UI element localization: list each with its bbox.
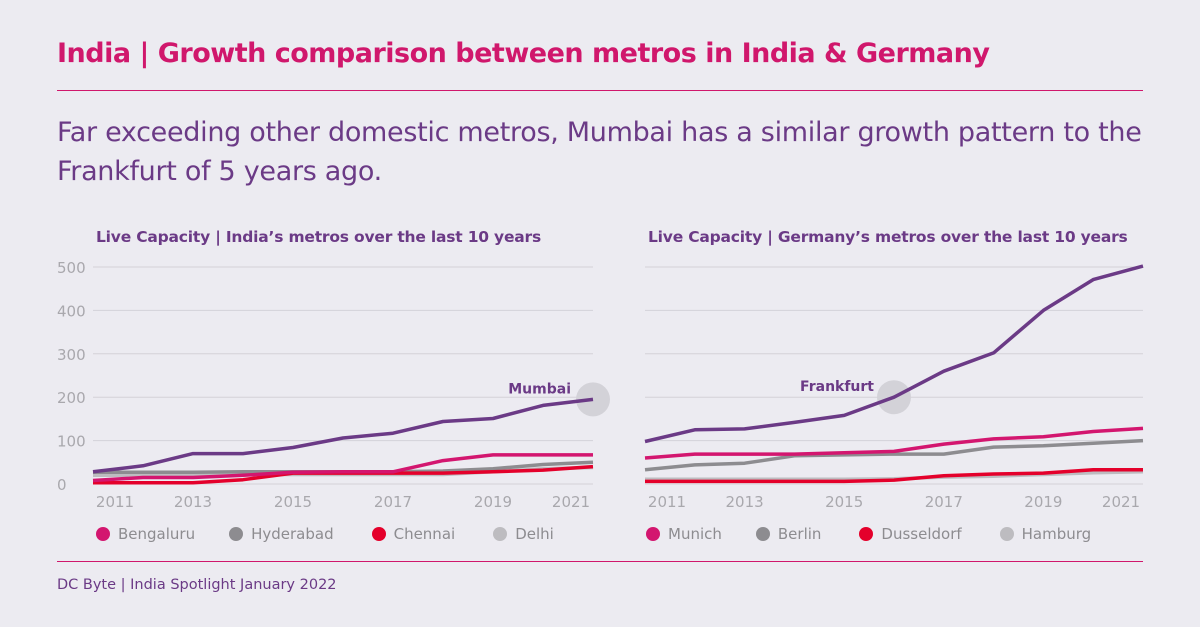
x-tick-label: 2011 bbox=[96, 493, 134, 511]
y-tick-label: 500 bbox=[57, 259, 86, 277]
series-line-dusseldorf bbox=[645, 467, 1143, 484]
legend-item-dusseldorf: Dusseldorf bbox=[859, 525, 962, 543]
legend-label: Berlin bbox=[777, 525, 822, 543]
legend-label: Hyderabad bbox=[251, 525, 334, 543]
legend-item-hamburg: Hamburg bbox=[999, 525, 1092, 543]
legend-india: Bengaluru Hyderabad Chennai Delhi bbox=[96, 525, 554, 543]
x-tick-label: 2017 bbox=[925, 493, 963, 511]
legend-dot-icon bbox=[755, 527, 770, 541]
legend-dot-icon bbox=[493, 527, 508, 541]
y-tick-label: 400 bbox=[57, 302, 86, 320]
legend-item-delhi: Delhi bbox=[493, 525, 554, 543]
annotation-label: Mumbai bbox=[508, 381, 571, 397]
x-tick-label: 2017 bbox=[374, 493, 412, 511]
legend-label: Bengaluru bbox=[118, 525, 196, 543]
y-tick-label: 100 bbox=[57, 433, 86, 451]
legend-label: Chennai bbox=[393, 525, 456, 543]
x-tick-label: 2015 bbox=[825, 493, 863, 511]
series-line-mumbai bbox=[92, 397, 594, 474]
x-tick-label: 2021 bbox=[552, 493, 590, 511]
x-tick-label: 2015 bbox=[274, 493, 312, 511]
legend-label: Delhi bbox=[515, 525, 554, 543]
legend-item-munich: Munich bbox=[646, 525, 722, 543]
legend-item-hyderabad: Hyderabad bbox=[229, 525, 334, 543]
footer-source: DC Byte | India Spotlight January 2022 bbox=[57, 577, 337, 593]
legend-item-bengaluru: Bengaluru bbox=[96, 525, 195, 543]
legend-dot-icon bbox=[371, 527, 386, 541]
x-tick-label: 2019 bbox=[1024, 493, 1062, 511]
legend-label: Hamburg bbox=[1021, 525, 1092, 543]
legend-label: Munich bbox=[668, 525, 722, 543]
series-line-berlin bbox=[644, 438, 1144, 472]
series-line-bengaluru bbox=[92, 453, 593, 483]
legend-dot-icon bbox=[999, 527, 1014, 541]
title-divider bbox=[57, 90, 1143, 91]
series-line-munich bbox=[644, 426, 1144, 460]
x-tick-label: 2011 bbox=[648, 493, 686, 511]
legend-label: Dusseldorf bbox=[881, 525, 962, 543]
legend-dot-icon bbox=[229, 527, 244, 541]
chart-title-germany: Live Capacity | Germany’s metros over th… bbox=[648, 228, 1128, 246]
legend-dot-icon bbox=[646, 527, 660, 541]
y-tick-label: 200 bbox=[57, 389, 86, 407]
x-tick-label: 2019 bbox=[474, 493, 512, 511]
annotation-label: Frankfurt bbox=[800, 379, 874, 395]
legend-germany: Munich Berlin Dusseldorf Hamburg bbox=[646, 525, 1091, 543]
x-tick-label: 2021 bbox=[1102, 493, 1140, 511]
legend-item-chennai: Chennai bbox=[371, 525, 456, 543]
legend-item-berlin: Berlin bbox=[755, 525, 822, 543]
chart-title-india: Live Capacity | India’s metros over the … bbox=[96, 228, 542, 246]
x-tick-label: 2013 bbox=[174, 493, 212, 511]
legend-dot-icon bbox=[96, 527, 110, 541]
legend-dot-icon bbox=[859, 527, 874, 541]
highlight-circle bbox=[576, 382, 610, 417]
x-tick-label: 2013 bbox=[726, 493, 764, 511]
footer-divider bbox=[57, 561, 1143, 562]
y-tick-label: 0 bbox=[57, 476, 67, 494]
series-line-frankfurt bbox=[644, 264, 1144, 444]
subtitle: Far exceeding other domestic metros, Mum… bbox=[57, 117, 1142, 187]
y-tick-label: 300 bbox=[57, 346, 86, 364]
page-title: India | Growth comparison between metros… bbox=[57, 38, 990, 69]
